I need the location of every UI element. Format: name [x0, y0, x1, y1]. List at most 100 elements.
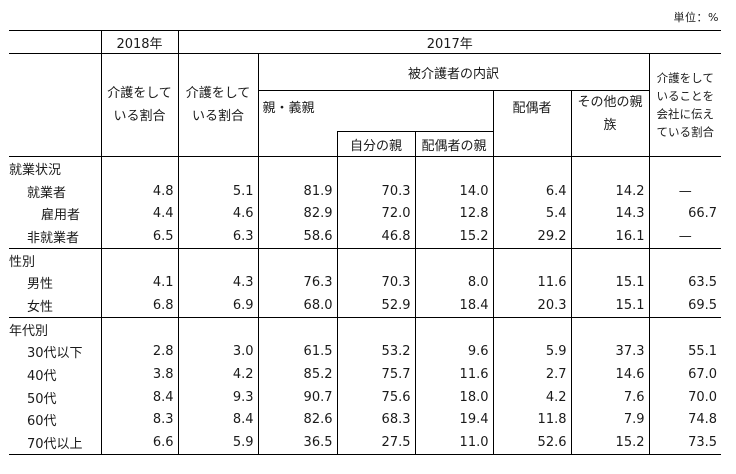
cell-value: 75.7 [336, 363, 415, 386]
header-care-rate-2017: 介護をしている割合 [177, 53, 258, 157]
header-spouse-parent: 配偶者の親 [414, 131, 493, 157]
cell-value: 8.3 [100, 408, 178, 432]
header-row-parent-split: 自分の親 配偶者の親 [9, 131, 721, 157]
cell-value: 9.3 [177, 385, 258, 409]
cell-value: 6.5 [100, 225, 178, 249]
cell-value: 67.0 [648, 363, 722, 386]
row-label: 40代 [27, 369, 57, 385]
cell-value: 6.8 [100, 294, 178, 318]
cell-value: 3.8 [100, 363, 178, 386]
cell-value: 29.2 [492, 225, 571, 249]
group-row-employment: 就業状況 [9, 156, 722, 180]
cell-value: 3.0 [177, 340, 258, 364]
cell-value: 82.9 [257, 202, 337, 226]
cell-value: 4.6 [177, 202, 258, 226]
cell-value: 81.9 [257, 179, 337, 203]
header-parents: 親・義親 [257, 90, 493, 132]
cell-value: 12.8 [414, 202, 493, 226]
cell-value: 75.6 [336, 385, 415, 409]
cell-value: 82.6 [257, 408, 337, 432]
header-2018: 2018年 [100, 30, 178, 54]
table-row: 雇用者 4.4 4.6 82.9 72.0 12.8 5.4 14.3 66.7 [9, 202, 722, 226]
table-row: 女性 6.8 6.9 68.0 52.9 18.4 20.3 15.1 69.5 [9, 294, 722, 318]
cell-value: 8.4 [177, 408, 258, 432]
cell-value: — [648, 225, 722, 249]
cell-value: 6.4 [492, 179, 571, 203]
cell-value: 4.1 [100, 271, 178, 295]
header-blank-left [9, 53, 101, 157]
cell-value: 2.7 [492, 363, 571, 386]
cell-value: 5.4 [492, 202, 571, 226]
cell-value: 7.9 [570, 408, 649, 432]
cell-value: 70.0 [648, 385, 722, 409]
row-label: 50代 [27, 391, 57, 407]
cell-value: 18.0 [414, 385, 493, 409]
header-own-parent: 自分の親 [336, 131, 415, 157]
header-other-relative: その他の親族 [570, 90, 649, 157]
cell-value: 61.5 [257, 340, 337, 364]
cell-value: 70.3 [336, 179, 415, 203]
group-row-age: 年代別 [9, 316, 722, 341]
table-row: 60代 8.3 8.4 82.6 68.3 19.4 11.8 7.9 74.8 [9, 408, 722, 432]
cell-value: 4.8 [100, 179, 178, 203]
cell-value: 5.1 [177, 179, 258, 203]
cell-value: 4.4 [100, 202, 178, 226]
row-label: 60代 [27, 414, 57, 430]
cell-value: 76.3 [257, 271, 337, 295]
group-label: 性別 [9, 247, 101, 272]
cell-value: 14.6 [570, 363, 649, 386]
cell-value: 19.4 [414, 408, 493, 432]
cell-value: 16.1 [570, 225, 649, 249]
cell-value: 5.9 [492, 340, 571, 364]
header-parents-blank [257, 131, 337, 157]
cell-value: 66.7 [648, 202, 722, 226]
row-label: 70代以上 [9, 431, 101, 455]
row-label: 雇用者 [41, 208, 81, 224]
cell-value: 90.7 [257, 385, 337, 409]
cell-value: 7.6 [570, 385, 649, 409]
cell-value: 15.1 [570, 294, 649, 318]
cell-value: 15.1 [570, 271, 649, 295]
table-row: 40代 3.8 4.2 85.2 75.7 11.6 2.7 14.6 67.0 [9, 363, 722, 386]
header-row-main: 介護をしている割合 介護をしている割合 被介護者の内訳 介護をしていることを会社… [9, 53, 722, 157]
cell-value: 14.2 [570, 179, 649, 203]
cell-value: 6.6 [100, 431, 178, 455]
table-row: 70代以上 6.6 5.9 36.5 27.5 11.0 52.6 15.2 7… [9, 431, 722, 455]
cell-value: 74.8 [648, 408, 722, 432]
cell-value: 11.0 [414, 431, 493, 455]
cell-value: 69.5 [648, 294, 722, 318]
cell-value: 36.5 [257, 431, 337, 455]
group-row-gender: 性別 [9, 247, 722, 272]
cell-value: 63.5 [648, 271, 722, 295]
header-blank [9, 30, 101, 54]
cell-value: 6.9 [177, 294, 258, 318]
header-care-rate-2018: 介護をしている割合 [100, 53, 178, 157]
cell-value: 53.2 [336, 340, 415, 364]
header-spouse: 配偶者 [492, 90, 571, 157]
row-label: 就業者 [27, 185, 67, 201]
cell-value: 20.3 [492, 294, 571, 318]
cell-value: 52.9 [336, 294, 415, 318]
table-row: 就業者 4.8 5.1 81.9 70.3 14.0 6.4 14.2 — [9, 179, 722, 203]
care-statistics-table: 2018年 2017年 介護をしている割合 介護をしている割合 被介護者の内訳 … [9, 30, 722, 455]
table-row: 非就業者 6.5 6.3 58.6 46.8 15.2 29.2 16.1 — [9, 225, 722, 249]
cell-value: 58.6 [257, 225, 337, 249]
table-row: 男性 4.1 4.3 76.3 70.3 8.0 11.6 15.1 63.5 [9, 271, 722, 295]
row-label: 30代以下 [27, 346, 83, 362]
cell-value: 85.2 [257, 363, 337, 386]
cell-value: 11.8 [492, 408, 571, 432]
cell-value: 52.6 [492, 431, 571, 455]
cell-value: 14.3 [570, 202, 649, 226]
header-row-breakdown: 親・義親 配偶者 その他の親族 [9, 90, 721, 157]
cell-value: 37.3 [570, 340, 649, 364]
cell-value: 15.2 [570, 431, 649, 455]
cell-value: 68.3 [336, 408, 415, 432]
header-told-company: 介護をしていることを会社に伝えている割合 [648, 53, 722, 157]
cell-value: 5.9 [177, 431, 258, 455]
cell-value: 14.0 [414, 179, 493, 203]
cell-value: 11.6 [414, 363, 493, 386]
unit-label: 単位：% [673, 11, 719, 24]
cell-value: 9.6 [414, 340, 493, 364]
cell-value: 4.2 [177, 363, 258, 386]
group-label: 就業状況 [9, 162, 62, 178]
